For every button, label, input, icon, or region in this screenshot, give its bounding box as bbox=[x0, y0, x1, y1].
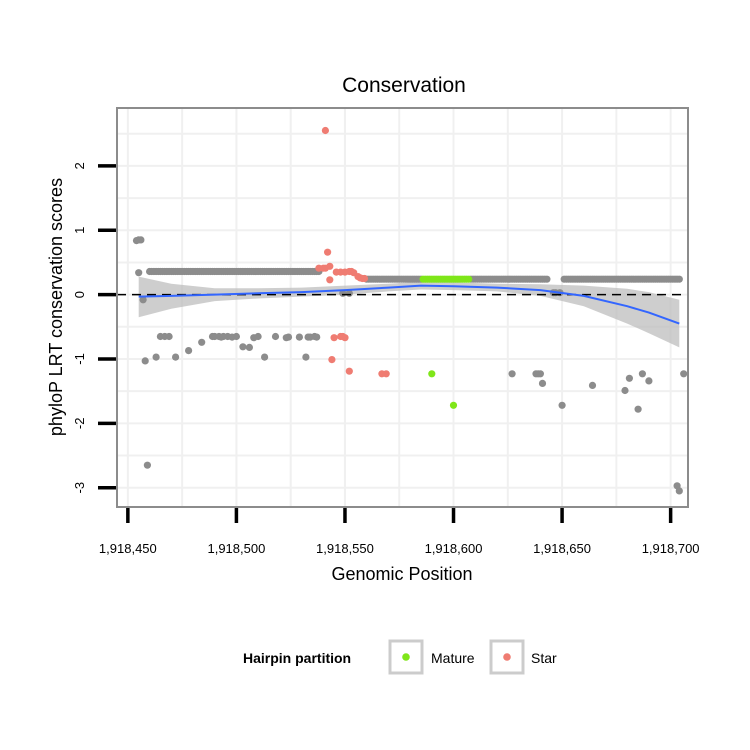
series-star bbox=[315, 126, 390, 378]
data-point bbox=[341, 334, 349, 342]
legend-label: Star bbox=[531, 650, 557, 666]
data-point bbox=[313, 333, 321, 341]
data-point bbox=[538, 379, 547, 387]
data-point bbox=[330, 334, 338, 342]
data-point bbox=[245, 343, 253, 351]
data-point bbox=[634, 405, 642, 413]
data-point bbox=[135, 269, 143, 277]
data-point bbox=[198, 338, 206, 346]
data-point bbox=[328, 356, 336, 364]
data-point bbox=[261, 353, 269, 361]
chart-title: Conservation bbox=[342, 74, 466, 97]
data-point bbox=[254, 332, 262, 341]
data-point bbox=[232, 332, 240, 341]
data-point bbox=[382, 370, 390, 378]
legend-label: Mature bbox=[431, 650, 475, 666]
data-point bbox=[360, 274, 369, 283]
x-tick-label: 1,918,600 bbox=[425, 541, 483, 556]
data-point bbox=[143, 461, 151, 469]
y-tick-label: -1 bbox=[72, 353, 87, 365]
x-axis-title: Genomic Position bbox=[331, 564, 472, 584]
smooth-fit-line bbox=[138, 284, 680, 325]
panel-border bbox=[116, 107, 689, 508]
data-point bbox=[675, 487, 683, 495]
data-point bbox=[465, 275, 473, 283]
data-point bbox=[137, 236, 145, 244]
data-point bbox=[625, 374, 634, 382]
y-tick-label: 0 bbox=[72, 291, 87, 298]
y-tick-label: 1 bbox=[72, 227, 87, 234]
series-other bbox=[132, 236, 688, 495]
data-point bbox=[239, 343, 247, 351]
y-tick-label: -3 bbox=[72, 482, 87, 494]
data-point bbox=[321, 126, 329, 135]
plot-panel bbox=[116, 107, 689, 508]
x-axis: 1,918,450 1,918,500 1,918,550 1,918,600 1,91… bbox=[99, 508, 700, 556]
x-tick-label: 1,918,700 bbox=[642, 541, 700, 556]
y-axis-title: phyloP LRT conservation scores bbox=[46, 178, 66, 436]
x-tick-label: 1,918,650 bbox=[533, 541, 591, 556]
legend-item-star: Star bbox=[489, 639, 557, 675]
data-point bbox=[645, 377, 653, 385]
legend: Hairpin partition Mature Star bbox=[243, 639, 557, 675]
data-point bbox=[284, 333, 293, 341]
data-point bbox=[588, 381, 597, 389]
data-point bbox=[139, 296, 147, 304]
data-point bbox=[536, 370, 545, 378]
legend-swatch bbox=[503, 653, 511, 661]
data-point bbox=[141, 357, 149, 365]
data-point bbox=[165, 332, 173, 341]
data-point bbox=[321, 264, 329, 272]
data-point bbox=[449, 401, 458, 409]
data-point bbox=[621, 386, 629, 395]
data-point bbox=[152, 353, 160, 361]
y-tick-label: 2 bbox=[72, 162, 87, 169]
legend-item-mature: Mature bbox=[388, 639, 475, 675]
data-point bbox=[295, 333, 303, 341]
data-point bbox=[326, 276, 334, 284]
data-point bbox=[172, 353, 180, 361]
data-point bbox=[638, 370, 647, 378]
data-point bbox=[185, 347, 193, 355]
legend-swatch bbox=[402, 653, 410, 661]
data-point bbox=[558, 401, 566, 409]
x-tick-label: 1,918,550 bbox=[316, 541, 374, 556]
smooth-line bbox=[138, 284, 680, 325]
data-point bbox=[271, 332, 280, 341]
x-tick-label: 1,918,500 bbox=[207, 541, 265, 556]
series-mature bbox=[419, 275, 473, 409]
legend-title: Hairpin partition bbox=[243, 650, 351, 666]
data-point bbox=[428, 370, 436, 378]
y-tick-label: -2 bbox=[72, 418, 87, 430]
data-point bbox=[675, 275, 683, 283]
data-point bbox=[345, 367, 353, 375]
data-point bbox=[508, 370, 516, 378]
data-points bbox=[132, 126, 688, 495]
data-point bbox=[324, 248, 332, 256]
x-tick-label: 1,918,450 bbox=[99, 541, 157, 556]
y-axis: -3 -2 -1 0 1 2 bbox=[72, 162, 116, 493]
data-point bbox=[302, 353, 310, 361]
data-point bbox=[543, 275, 551, 283]
data-point bbox=[680, 370, 688, 378]
